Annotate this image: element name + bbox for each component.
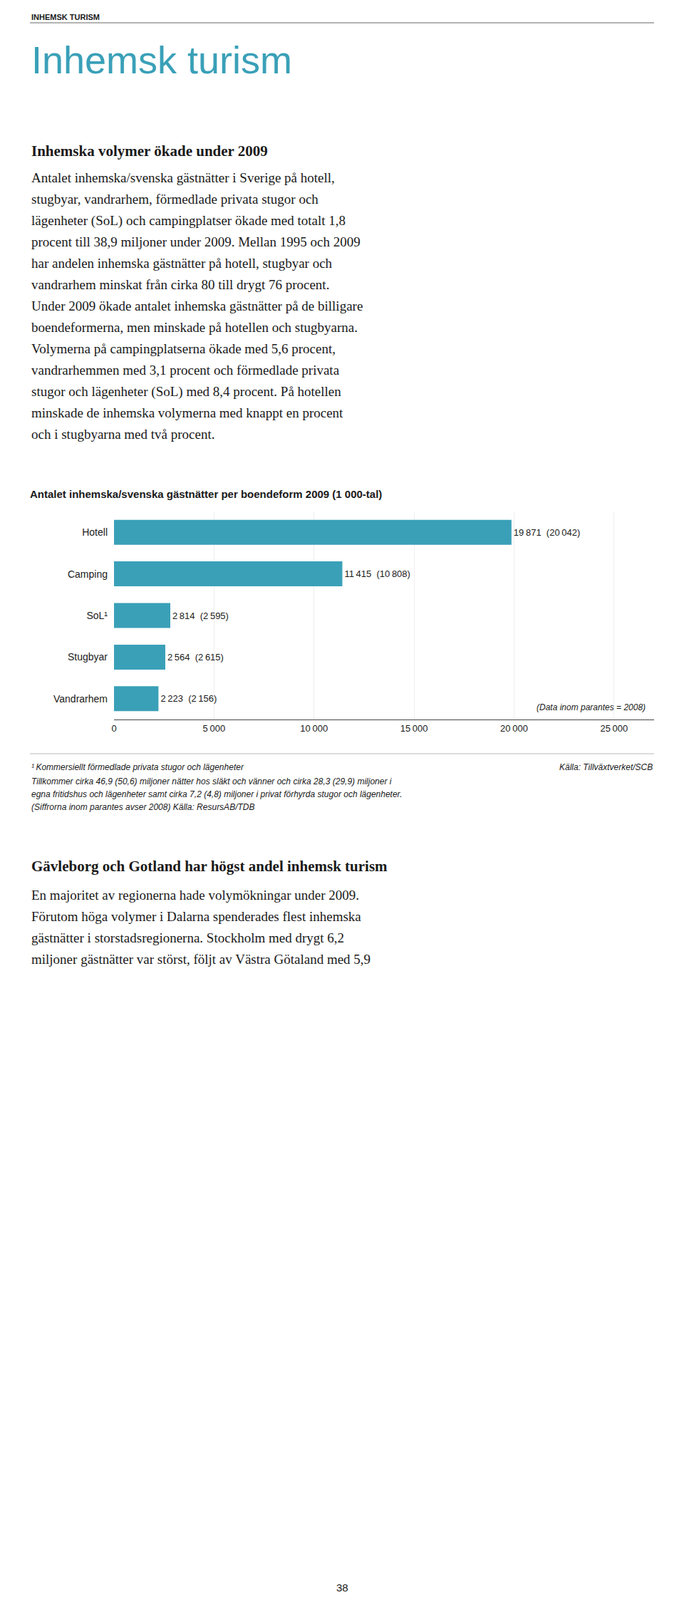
svg-text:Stugbyar: Stugbyar <box>67 651 108 663</box>
svg-text:vandrarhemmen med 3,1 procent: vandrarhemmen med 3,1 procent och förmed… <box>31 362 340 378</box>
svg-text:Inhemska volymer ökade under 2: Inhemska volymer ökade under 2009 <box>31 142 268 160</box>
svg-text:¹ Kommersiellt förmedlade priv: ¹ Kommersiellt förmedlade privata stugor… <box>31 762 245 773</box>
svg-text:(Data inom parantes = 2008): (Data inom parantes = 2008) <box>536 702 646 713</box>
svg-text:har andelen inhemska gästnätte: har andelen inhemska gästnätter på hotel… <box>31 255 333 271</box>
svg-text:och i stugbyarna med två proce: och i stugbyarna med två procent. <box>31 426 215 442</box>
svg-text:5 000: 5 000 <box>203 723 226 734</box>
svg-text:2 223 (2 156): 2 223 (2 156) <box>160 693 217 704</box>
svg-text:20 000: 20 000 <box>500 723 528 734</box>
svg-text:19 871 (20 042): 19 871 (20 042) <box>513 527 580 538</box>
svg-text:Inhemsk turism: Inhemsk turism <box>31 38 293 82</box>
svg-text:Under 2009 ökade antalet inhem: Under 2009 ökade antalet inhemska gästnä… <box>31 298 363 314</box>
svg-text:egna fritidshus och lägenheter: egna fritidshus och lägenheter samt cirk… <box>31 789 403 800</box>
svg-text:15 000: 15 000 <box>400 723 429 734</box>
svg-text:procent till 38,9 miljoner und: procent till 38,9 miljoner under 2009. M… <box>31 234 361 250</box>
svg-text:10 000: 10 000 <box>299 723 328 734</box>
svg-text:11 415 (10 808): 11 415 (10 808) <box>344 568 410 580</box>
svg-text:Tillkommer cirka 46,9 (50,6) m: Tillkommer cirka 46,9 (50,6) miljoner nä… <box>31 776 392 787</box>
svg-text:gästnätter i storstadsregioner: gästnätter i storstadsregionerna. Stockh… <box>31 930 345 946</box>
svg-text:(Siffrorna inom parantes avser: (Siffrorna inom parantes avser 2008) Käl… <box>31 802 255 813</box>
svg-text:boendeformerna, men minskade p: boendeformerna, men minskade på hotellen… <box>31 319 358 335</box>
svg-text:Hotell: Hotell <box>81 526 108 538</box>
svg-text:INHEMSK TURISM: INHEMSK TURISM <box>31 12 100 22</box>
svg-text:Vandrarhem: Vandrarhem <box>53 693 108 705</box>
svg-text:Förutom höga volymer i Dalarna: Förutom höga volymer i Dalarna spenderad… <box>31 909 362 925</box>
svg-text:38: 38 <box>336 1581 349 1594</box>
svg-text:2 564 (2 615): 2 564 (2 615) <box>167 651 224 663</box>
svg-text:Antalet inhemska/svenska gästn: Antalet inhemska/svenska gästnätter per … <box>29 488 382 501</box>
svg-text:Gävleborg och Gotland har högs: Gävleborg och Gotland har högst andel in… <box>31 857 388 875</box>
svg-text:0: 0 <box>111 723 117 734</box>
svg-text:Antalet inhemska/svenska gästn: Antalet inhemska/svenska gästnätter i Sv… <box>31 170 335 186</box>
svg-text:minskade de inhemska volymerna: minskade de inhemska volymerna med knapp… <box>31 405 344 421</box>
svg-text:Camping: Camping <box>67 568 108 580</box>
svg-text:stugbyar, vandrarhem, förmedla: stugbyar, vandrarhem, förmedlade privata… <box>31 191 319 207</box>
svg-text:En majoritet av regionerna had: En majoritet av regionerna hade volymökn… <box>31 887 360 903</box>
svg-text:25 000: 25 000 <box>599 723 628 734</box>
svg-text:SoL¹: SoL¹ <box>86 609 108 622</box>
svg-text:Källa: Tillväxtverket/SCB: Källa: Tillväxtverket/SCB <box>559 762 653 773</box>
svg-text:Volymerna på campingplatserna: Volymerna på campingplatserna ökade med … <box>31 341 336 357</box>
svg-text:miljoner gästnätter var störst: miljoner gästnätter var störst, följt av… <box>31 951 371 967</box>
svg-text:2 814 (2 595): 2 814 (2 595) <box>172 610 229 622</box>
svg-text:vandrarhem minskat från cirka: vandrarhem minskat från cirka 80 till dr… <box>31 277 330 293</box>
svg-text:stugor och lägenheter (SoL) me: stugor och lägenheter (SoL) med 8,4 proc… <box>31 384 342 400</box>
svg-text:lägenheter (SoL) och campingpl: lägenheter (SoL) och campingplatser ökad… <box>31 213 346 229</box>
